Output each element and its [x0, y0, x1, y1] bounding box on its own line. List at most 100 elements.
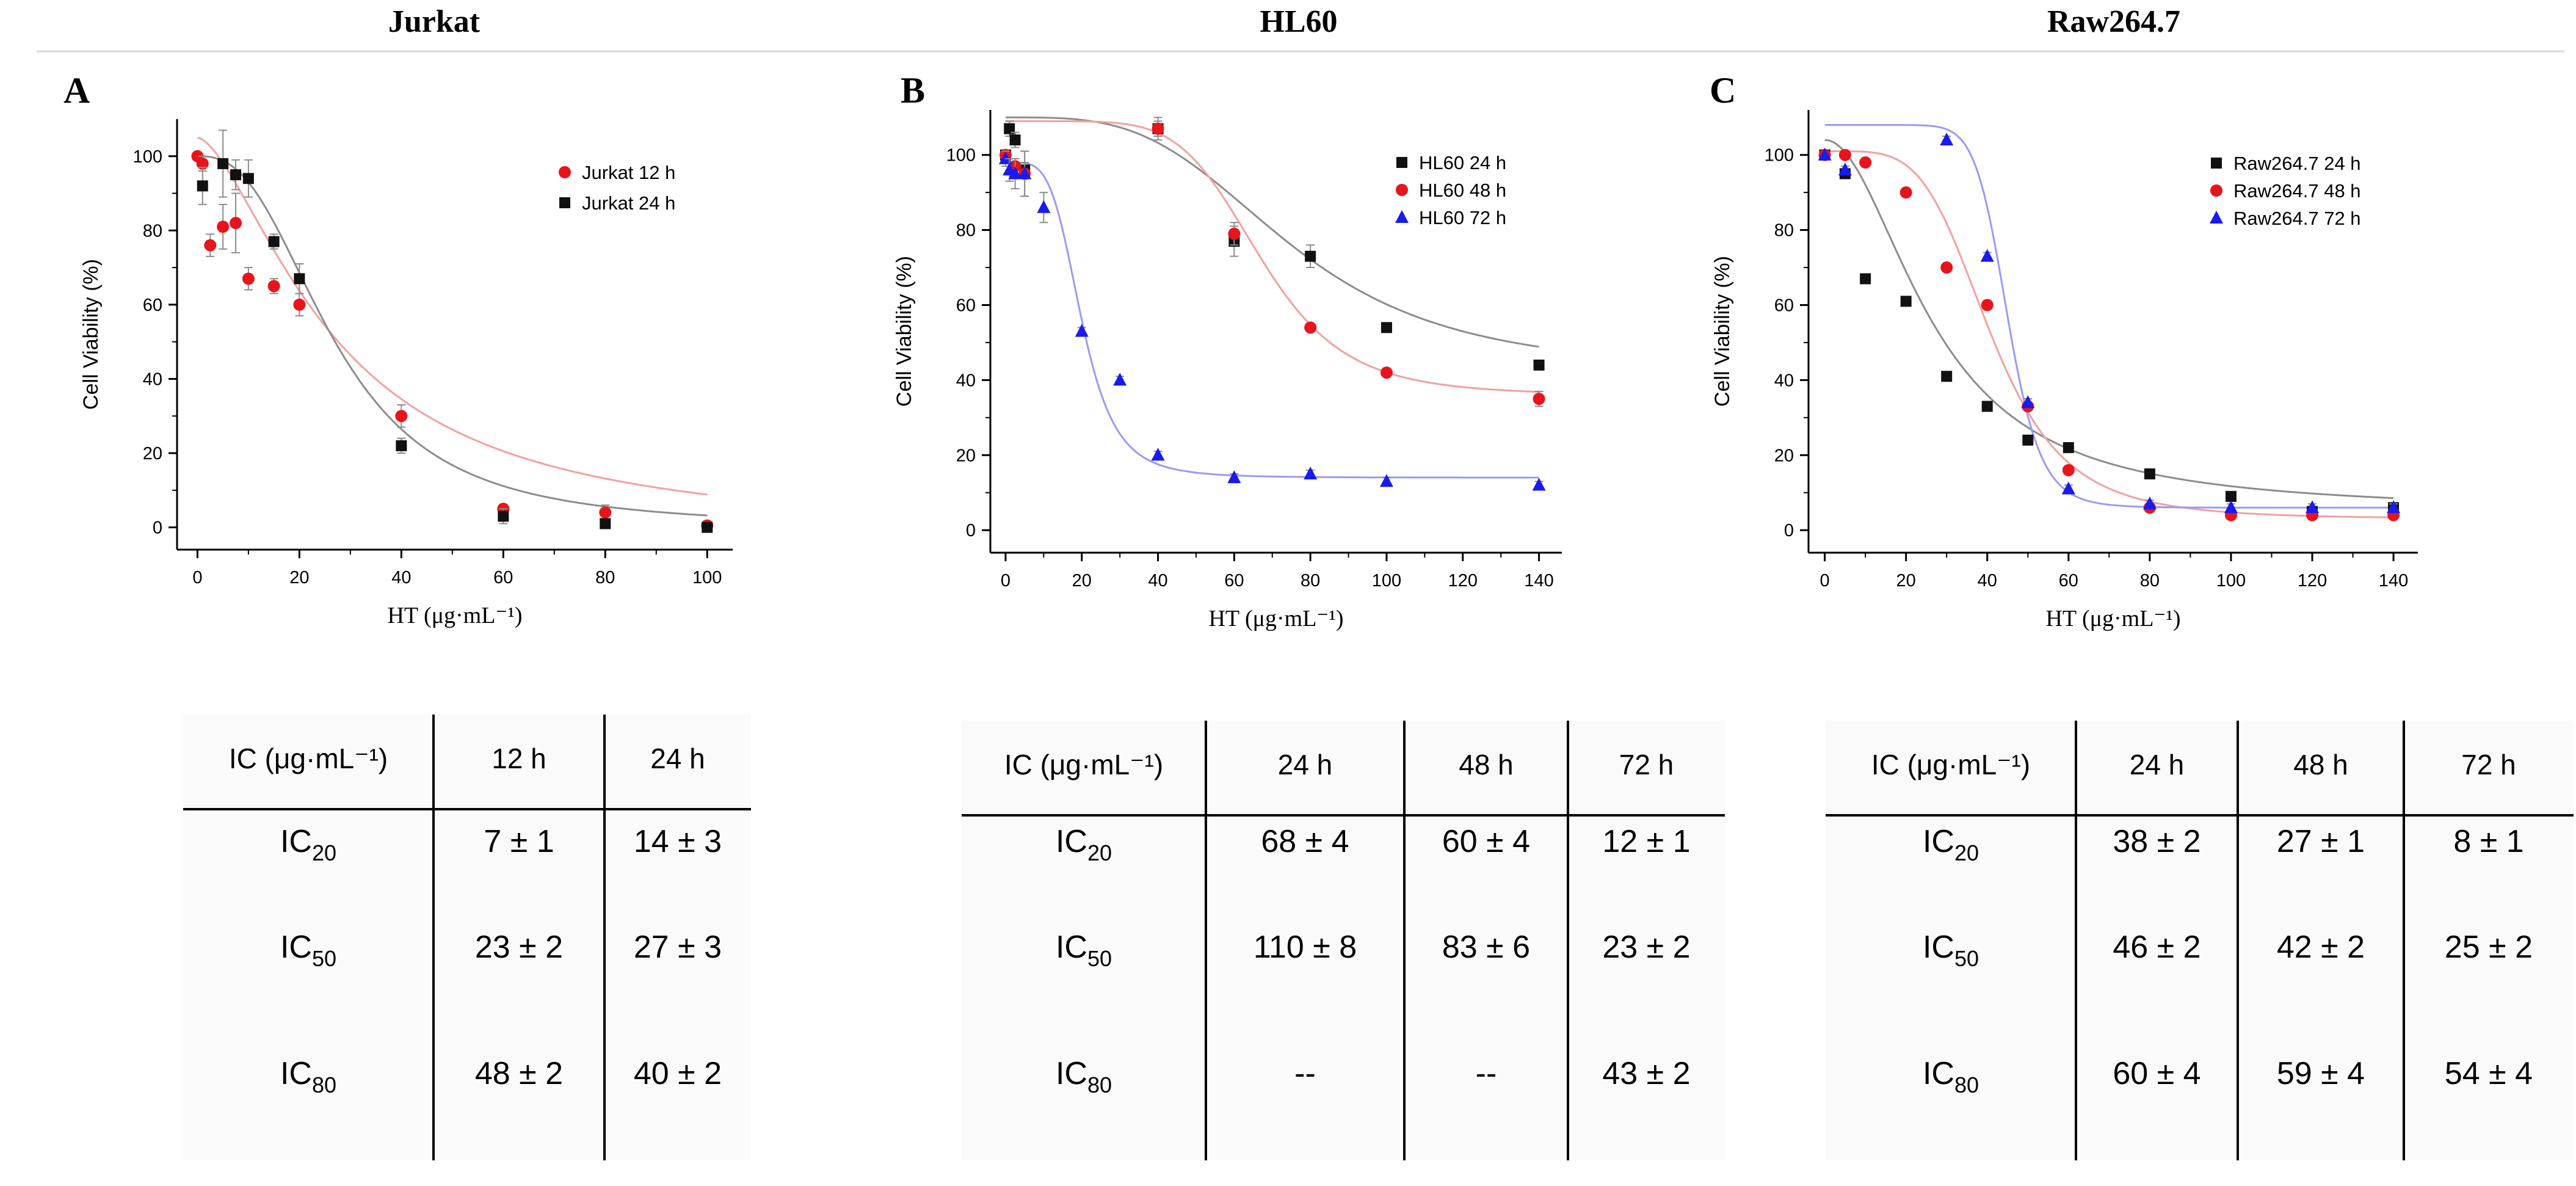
data-point — [1981, 299, 1994, 311]
legend: Jurkat 12 h Jurkat 24 h — [559, 162, 675, 214]
data-point — [498, 511, 509, 522]
data-point — [600, 518, 611, 529]
data-point — [197, 180, 208, 192]
data-point — [1900, 296, 1912, 307]
row-label: IC50 — [1923, 930, 1979, 971]
data-point — [2224, 500, 2238, 514]
data-point — [1940, 133, 1954, 146]
y-tick-label: 0 — [966, 521, 976, 540]
table-cell: 60 ± 4 — [1442, 824, 1530, 859]
y-tick-label: 20 — [1774, 446, 1794, 465]
data-point — [217, 220, 230, 233]
row-label-main: IC — [1923, 824, 1954, 859]
x-axis-label: HT (μg·mL⁻¹) — [2045, 606, 2180, 631]
legend-label: Raw264.7 48 h — [2233, 180, 2361, 202]
data-point — [2022, 434, 2034, 446]
table-header-cell: 24 h — [2130, 749, 2185, 780]
data-point — [2142, 497, 2157, 510]
table-header-cell: 24 h — [1278, 749, 1333, 780]
x-tick-label: 0 — [1820, 571, 1830, 591]
row-label: IC20 — [280, 824, 336, 865]
table-background — [183, 715, 751, 1160]
x-tick-label: 120 — [1448, 571, 1478, 591]
data-point — [267, 280, 280, 293]
data-point — [230, 169, 242, 181]
row-label: IC50 — [280, 930, 336, 971]
table-cell: 59 ± 4 — [2277, 1056, 2365, 1091]
row-label: IC80 — [1056, 1056, 1112, 1097]
x-tick-label: 140 — [2379, 571, 2408, 591]
x-axis-label: HT (μg·mL⁻¹) — [387, 603, 522, 628]
fit-curve-1 — [197, 155, 708, 517]
table-cell: 23 ± 2 — [1602, 930, 1690, 965]
data-point — [1152, 122, 1164, 135]
table-cell: 43 ± 2 — [1602, 1056, 1690, 1091]
legend-label: HL60 24 h — [1419, 152, 1506, 173]
data-point — [196, 157, 209, 170]
data-point — [242, 173, 254, 184]
series-2 — [998, 150, 1546, 491]
data-point — [204, 239, 217, 252]
legend-marker — [2211, 158, 2222, 169]
y-tick-label: 60 — [956, 296, 976, 315]
x-tick-label: 140 — [1524, 571, 1553, 591]
row-label-subscript: 20 — [1954, 840, 1979, 865]
x-tick-label: 60 — [493, 568, 513, 588]
fit-curve-0 — [1824, 139, 2394, 500]
x-tick-label: 100 — [1372, 571, 1401, 591]
y-tick-label: 40 — [1774, 371, 1794, 390]
row-label-main: IC — [280, 930, 312, 965]
y-tick-label: 80 — [1774, 221, 1794, 241]
row-label-main: IC — [1923, 930, 1954, 965]
fit-curve-0 — [197, 136, 708, 496]
y-tick-label: 100 — [133, 147, 162, 167]
data-point — [1860, 273, 1871, 285]
legend-label: Raw264.7 24 h — [2233, 153, 2361, 174]
x-tick-label: 80 — [1301, 571, 1320, 591]
data-point — [1940, 261, 1953, 274]
table-header-cell: 72 h — [2461, 749, 2516, 780]
data-point — [396, 440, 407, 451]
series-1 — [1818, 148, 2400, 522]
data-point — [217, 158, 229, 169]
table-cell: 42 ± 2 — [2277, 930, 2365, 965]
data-point — [1981, 401, 1993, 412]
data-point — [1037, 200, 1051, 213]
legend-marker — [1396, 184, 1408, 196]
legend-label: Jurkat 24 h — [582, 192, 675, 214]
row-label-subscript: 50 — [312, 946, 336, 971]
series-1 — [197, 129, 713, 533]
fit-curve-1 — [1824, 150, 2394, 518]
row-label-main: IC — [280, 824, 312, 859]
x-tick-label: 60 — [1224, 571, 1244, 591]
table-header-cell: 72 h — [1619, 749, 1674, 780]
table-cell: 83 ± 6 — [1442, 930, 1530, 965]
data-point — [1838, 162, 1852, 176]
row-label-subscript: 80 — [1954, 1072, 1979, 1097]
y-tick-label: 20 — [143, 444, 162, 464]
cell-line-heading: Jurkat — [388, 4, 481, 39]
chart-panel-B: HL60 B 0 20 40 60 80 100 120 140 0 20 40 60 80 100 HT (μ… — [893, 4, 1562, 631]
table-header-cell: 12 h — [492, 743, 546, 774]
panel-letter: C — [1710, 70, 1736, 111]
row-label-main: IC — [1056, 930, 1087, 965]
data-point — [1379, 474, 1393, 487]
cell-line-heading: Raw264.7 — [2047, 4, 2180, 39]
data-point — [395, 410, 408, 423]
table-cell: 54 ± 4 — [2445, 1056, 2533, 1091]
table-cell: 68 ± 4 — [1261, 824, 1349, 859]
data-point — [2062, 464, 2075, 476]
row-label-subscript: 20 — [312, 840, 336, 865]
table-cell: 14 ± 3 — [634, 824, 722, 859]
data-point — [1304, 321, 1317, 334]
y-tick-label: 80 — [956, 221, 976, 241]
legend-marker — [559, 197, 570, 208]
table-cell: 27 ± 3 — [634, 930, 722, 965]
table-cell: -- — [1294, 1056, 1316, 1091]
y-axis-label: Cell Viability (%) — [1711, 256, 1734, 407]
y-tick-label: 40 — [956, 371, 976, 390]
